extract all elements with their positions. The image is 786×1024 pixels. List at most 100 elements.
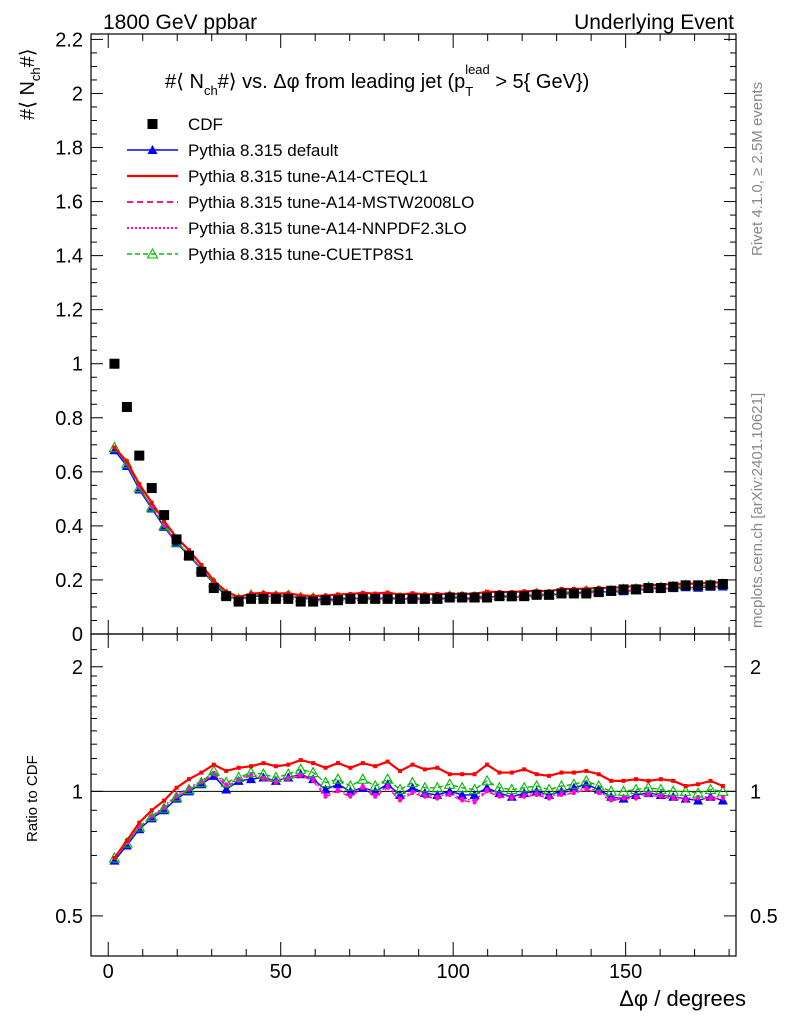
ratio-point-a14_cteql1	[559, 770, 564, 775]
cdf-point	[419, 593, 430, 604]
ratio-point-a14_cteql1	[596, 772, 601, 777]
ratio-point-cuetp8s1	[667, 785, 680, 796]
ratio-point-a14_cteql1	[124, 838, 129, 843]
ratio-point-a14_nnpdf	[410, 789, 415, 794]
legend-marker-cuetp8s1	[146, 247, 159, 259]
ratio-point-cuetp8s1	[580, 774, 593, 786]
legend-marker-cdf	[147, 119, 158, 129]
ratio-point-a14_cteql1	[398, 768, 403, 773]
ratio-point-a14_cteql1	[410, 762, 415, 767]
ratio-point-default	[568, 782, 579, 792]
y-tick-label: 0.6	[55, 462, 83, 484]
point-a14_cteql1	[162, 519, 167, 524]
ratio-point-a14_cteql1	[236, 765, 241, 770]
point-a14_cteql1	[137, 482, 142, 487]
cdf-point	[606, 585, 617, 596]
ratio-point-cuetp8s1	[605, 785, 618, 796]
ratio-point-a14_nnpdf	[683, 796, 688, 801]
cdf-point	[308, 596, 319, 607]
ratio-point-a14_nnpdf	[298, 772, 303, 777]
ratio-point-cuetp8s1	[394, 783, 406, 795]
ratio-point-a14_cteql1	[273, 764, 278, 769]
cdf-point	[494, 591, 505, 602]
ratio-point-a14_cteql1	[298, 758, 303, 763]
ratio-point-a14_cteql1	[633, 777, 638, 782]
point-a14_cteql1	[360, 590, 365, 595]
ratio-point-cuetp8s1	[692, 787, 704, 798]
cdf-point	[581, 588, 592, 599]
cdf-point	[109, 358, 120, 369]
ratio-point-cuetp8s1	[282, 768, 295, 779]
ratio-line-a14_cteql1	[113, 758, 724, 859]
ratio-point-cuetp8s1	[592, 779, 605, 791]
cdf-point	[519, 591, 530, 602]
ratio-point-a14_nnpdf	[472, 798, 477, 803]
ratio-point-default	[494, 788, 505, 798]
ratio-point-a14_cteql1	[261, 761, 266, 766]
ratio-point-cuetp8s1	[679, 785, 692, 796]
ratio-point-default	[457, 789, 468, 799]
series-line-a14_mstw	[113, 447, 723, 602]
legend-label-a14_cteql1: Pythia 8.315 tune-A14-CTEQL1	[188, 167, 428, 186]
ratio-point-a14_nnpdf	[385, 784, 390, 789]
legend-label-cdf: CDF	[188, 115, 223, 134]
ratio-point-cuetp8s1	[232, 771, 245, 783]
point-a14_cteql1	[199, 563, 204, 567]
ratio-point-a14_cteql1	[348, 765, 353, 770]
ratio-point-cuetp8s1	[344, 779, 357, 791]
ratio-point-default	[332, 779, 343, 789]
ratio-point-cuetp8s1	[195, 776, 208, 788]
ratio-point-a14_cteql1	[435, 765, 440, 770]
series-line-default	[113, 449, 723, 601]
ratio-point-a14_nnpdf	[224, 782, 229, 787]
point-a14_cteql1	[249, 591, 254, 596]
ratio-point-cuetp8s1	[431, 781, 444, 793]
x-tick-label: 50	[270, 961, 292, 983]
ratio-point-a14_nnpdf	[398, 796, 403, 801]
ratio-point-a14_nnpdf	[534, 791, 539, 796]
ratio-point-a14_cteql1	[360, 761, 365, 766]
y-tick-label: 0.4	[55, 516, 83, 538]
ratio-y-axis-label: Ratio to CDF	[24, 755, 41, 842]
point-a14_cteql1	[286, 591, 291, 596]
ratio-point-a14_nnpdf	[633, 794, 638, 799]
cdf-point	[283, 593, 294, 604]
ratio-point-a14_cteql1	[621, 778, 626, 783]
ratio-point-a14_nnpdf	[609, 796, 614, 801]
ratio-tick-label-right: 0.5	[750, 906, 778, 928]
ratio-point-a14_cteql1	[447, 772, 452, 777]
ratio-point-a14_cteql1	[224, 768, 229, 773]
x-axis-label: Δφ / degrees	[619, 986, 746, 1011]
ratio-point-default	[469, 789, 480, 799]
ratio-point-cuetp8s1	[406, 776, 419, 788]
y-tick-label: 0	[72, 624, 83, 646]
cdf-point	[469, 592, 480, 603]
cdf-point	[531, 589, 542, 600]
ratio-point-a14_cteql1	[174, 785, 179, 790]
ratio-point-cuetp8s1	[456, 781, 469, 793]
point-cuetp8s1	[120, 457, 133, 469]
mcplots-label: mcplots.cern.ch [arXiv:2401.10621]	[749, 393, 766, 628]
ratio-point-a14_cteql1	[460, 772, 465, 777]
ratio-line-cuetp8s1	[113, 768, 723, 859]
ratio-point-a14_nnpdf	[373, 792, 378, 797]
cdf-point	[655, 583, 666, 594]
point-a14_cteql1	[112, 445, 117, 450]
ratio-point-cuetp8s1	[257, 768, 270, 779]
y-tick-label: 2	[72, 83, 83, 105]
cdf-point	[630, 584, 641, 595]
ratio-point-a14_cteql1	[696, 782, 701, 787]
ratio-point-a14_cteql1	[249, 764, 254, 769]
ratio-point-a14_nnpdf	[348, 792, 353, 797]
cdf-point	[146, 483, 157, 494]
ratio-point-a14_nnpdf	[484, 787, 489, 792]
point-a14_cteql1	[298, 593, 303, 598]
cdf-point	[506, 591, 517, 602]
ratio-point-default	[407, 782, 418, 792]
cdf-point	[295, 596, 306, 607]
ratio-point-a14_nnpdf	[273, 778, 278, 783]
cdf-point	[233, 596, 244, 607]
ratio-point-cuetp8s1	[530, 779, 543, 791]
ratio-point-a14_cteql1	[683, 784, 688, 789]
ratio-point-default	[581, 779, 592, 789]
